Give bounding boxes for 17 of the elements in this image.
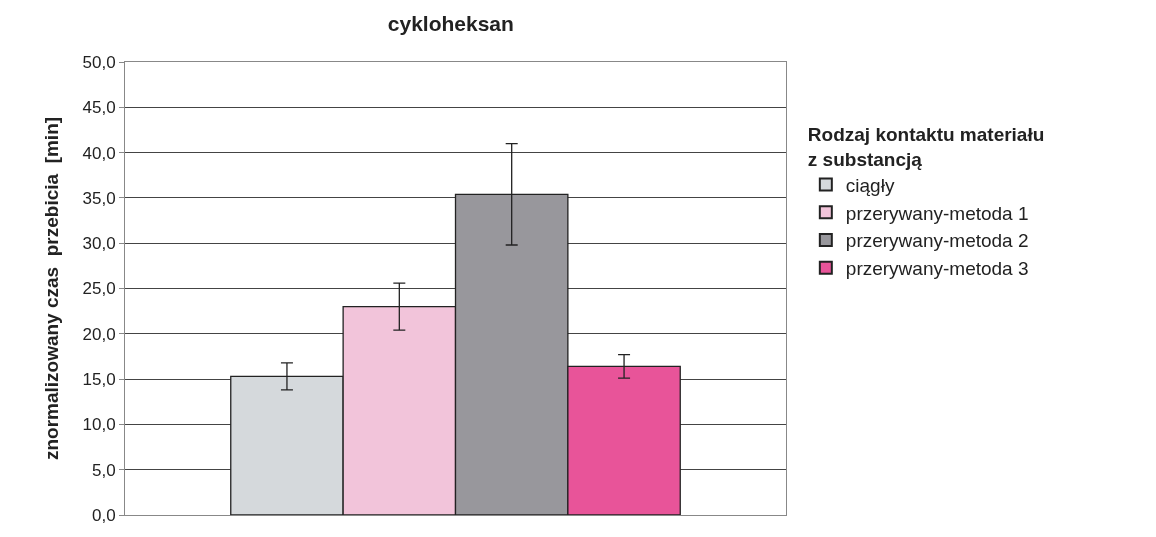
legend-label: przerywany-metoda 2 bbox=[845, 230, 1029, 252]
y-tick-label: 40,0 bbox=[82, 143, 116, 163]
y-tick-label: 30,0 bbox=[82, 234, 116, 254]
y-tick-label: 35,0 bbox=[82, 188, 116, 208]
legend-label: przerywany-metoda 3 bbox=[845, 258, 1029, 280]
y-tick-label: 10,0 bbox=[82, 415, 116, 435]
y-tick-label: 45,0 bbox=[82, 98, 116, 118]
y-tick-label: 25,0 bbox=[82, 279, 116, 299]
y-axis-title: znormalizowany czas przebicia [min] bbox=[41, 116, 63, 461]
y-tick-label: 0,0 bbox=[91, 505, 116, 525]
chart-title: cykloheksan bbox=[387, 11, 514, 35]
y-tick-label: 15,0 bbox=[82, 370, 116, 390]
y-tick-label: 5,0 bbox=[91, 460, 116, 480]
legend-label: przerywany-metoda 1 bbox=[845, 202, 1029, 224]
y-tick-label: 50,0 bbox=[82, 52, 116, 72]
y-tick-label: 20,0 bbox=[82, 324, 116, 344]
legend-label: ciągły bbox=[845, 175, 895, 197]
